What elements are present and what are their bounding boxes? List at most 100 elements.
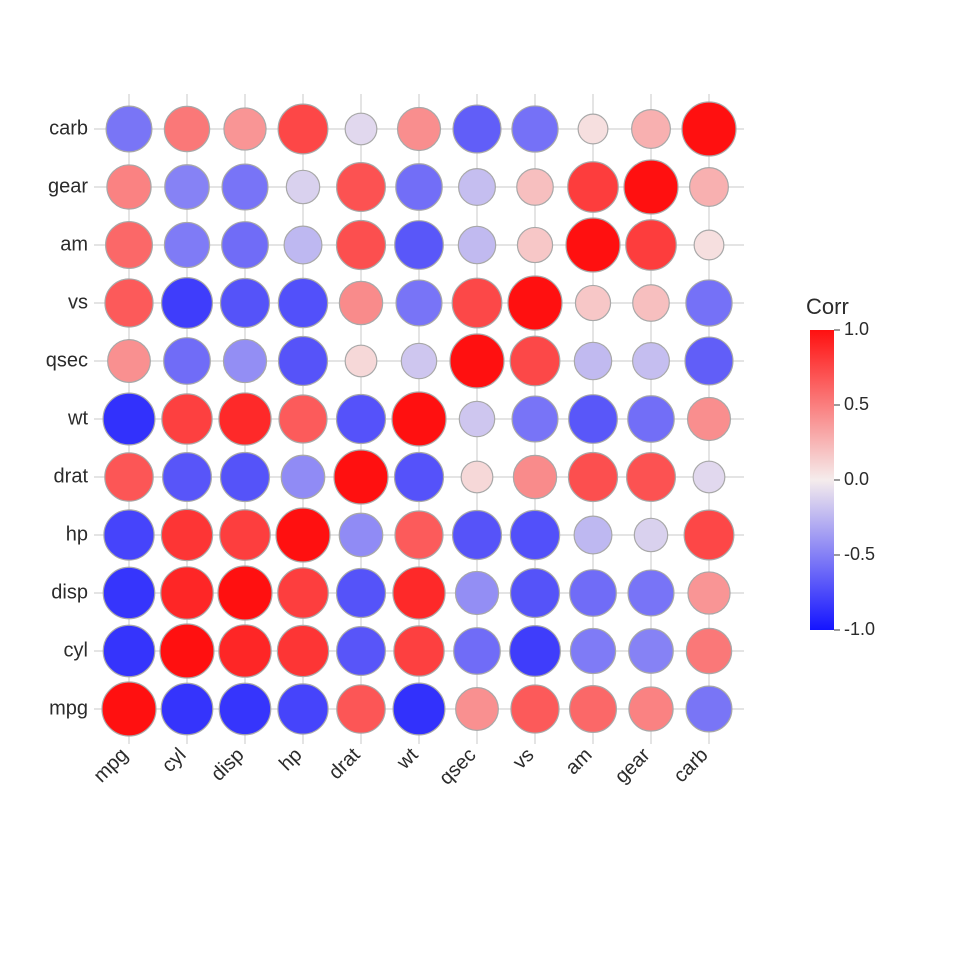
corr-cell [570, 686, 617, 733]
corr-cell [458, 226, 495, 263]
x-axis-label: qsec [435, 744, 480, 789]
legend-tick-label: -0.5 [844, 544, 875, 564]
corr-cell [627, 453, 676, 502]
corr-cell [456, 688, 499, 731]
corr-cell [570, 628, 615, 673]
corr-cell [220, 510, 270, 560]
corr-cell [512, 106, 558, 152]
corr-cell [286, 170, 319, 203]
corr-cell [339, 281, 382, 324]
corr-cell [511, 685, 559, 733]
corr-cell [161, 683, 213, 735]
corr-cell [510, 626, 561, 677]
corr-cell [578, 114, 608, 144]
y-axis-label: am [60, 233, 88, 255]
corr-cell [281, 455, 324, 498]
corr-cell [278, 684, 328, 734]
corr-cell [450, 334, 504, 388]
corr-cell [459, 169, 496, 206]
corr-cell [394, 626, 444, 676]
legend-colorbar [810, 330, 834, 630]
corr-cell [393, 567, 445, 619]
corr-cell [161, 567, 213, 619]
y-axis-label: hp [66, 523, 88, 545]
corr-cell [103, 625, 155, 677]
corr-cell [396, 280, 442, 326]
corr-cell [219, 683, 270, 734]
corr-cell [106, 106, 152, 152]
y-axis-label: carb [49, 117, 88, 139]
corr-cell [568, 162, 619, 213]
corr-cell [395, 511, 443, 559]
y-axis-label: wt [67, 407, 88, 429]
corr-cell [455, 571, 498, 614]
corr-cell [512, 396, 558, 442]
corr-cell [693, 461, 725, 493]
corr-cell [103, 393, 155, 445]
corr-cell [688, 398, 731, 441]
corr-cell [334, 450, 388, 504]
corr-cell [222, 222, 269, 269]
corr-cell [284, 226, 322, 264]
legend-tick-label: -1.0 [844, 619, 875, 639]
corr-cell [278, 278, 327, 327]
corr-cell [337, 685, 385, 733]
x-axis-label: drat [325, 744, 365, 784]
x-axis-label: cyl [158, 744, 191, 777]
corr-cell [629, 629, 673, 673]
x-axis-label: gear [611, 744, 655, 788]
corr-cell [685, 337, 733, 385]
corr-cell [218, 566, 272, 620]
corr-cell [336, 394, 385, 443]
corr-cell [633, 343, 670, 380]
x-axis-label: wt [392, 744, 423, 775]
x-axis-label: am [561, 744, 596, 779]
corr-cell [164, 338, 211, 385]
corr-cell [393, 683, 445, 735]
corr-cell [161, 509, 212, 560]
corr-cell [574, 342, 611, 379]
corr-cell [690, 168, 729, 207]
corr-cell [105, 453, 153, 501]
corr-cell [686, 686, 732, 732]
corr-cell [634, 518, 667, 551]
correlation-plot: mpgcyldisphpdratwtqsecvsamgearcarbmpgcyl… [0, 0, 960, 960]
corr-cell [453, 511, 502, 560]
legend-title: Corr [806, 294, 849, 319]
corr-cell [337, 163, 386, 212]
corr-cell [164, 106, 209, 151]
y-axis-label: qsec [46, 349, 88, 371]
corr-cell [165, 165, 209, 209]
corr-cell [566, 218, 620, 272]
x-axis-label: vs [509, 744, 539, 774]
y-axis-label: cyl [64, 639, 88, 661]
corr-cell [102, 682, 156, 736]
corr-cell [106, 222, 153, 269]
corr-cell [395, 221, 444, 270]
x-axis-label: hp [275, 744, 306, 775]
legend-tick-label: 1.0 [844, 319, 869, 339]
corr-cell [686, 280, 732, 326]
corr-cell [569, 395, 618, 444]
x-axis-label: mpg [89, 744, 132, 787]
corr-cell [396, 164, 442, 210]
corr-cell [459, 401, 494, 436]
corr-cell [624, 160, 678, 214]
corr-cell [104, 510, 154, 560]
corr-cell [517, 169, 554, 206]
y-axis-label: disp [51, 581, 88, 603]
corr-cell [345, 113, 377, 145]
legend-tick-label: 0.5 [844, 394, 869, 414]
y-axis-label: gear [48, 175, 88, 197]
y-axis-label: mpg [49, 697, 88, 719]
corr-cell [511, 569, 560, 618]
corr-cell [337, 627, 386, 676]
x-axis-label: carb [669, 744, 712, 787]
corr-cell [278, 104, 328, 154]
corr-cell [103, 567, 154, 618]
corr-cell [510, 510, 559, 559]
y-axis-label: drat [54, 465, 89, 487]
corr-cell [279, 337, 328, 386]
corr-cell [337, 569, 386, 618]
x-axis-label: disp [207, 744, 249, 786]
